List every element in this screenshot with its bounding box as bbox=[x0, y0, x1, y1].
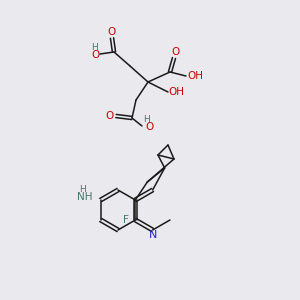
Text: OH: OH bbox=[168, 87, 184, 97]
Text: O: O bbox=[105, 111, 113, 121]
Text: O: O bbox=[146, 122, 154, 132]
Text: O: O bbox=[172, 47, 180, 57]
Text: OH: OH bbox=[187, 71, 203, 81]
Text: F: F bbox=[123, 215, 129, 225]
Text: N: N bbox=[148, 230, 157, 240]
Text: H: H bbox=[79, 185, 86, 194]
Text: O: O bbox=[91, 50, 99, 60]
Text: O: O bbox=[108, 27, 116, 37]
Text: H: H bbox=[92, 44, 98, 52]
Text: H: H bbox=[142, 116, 149, 124]
Text: NH: NH bbox=[77, 192, 92, 202]
